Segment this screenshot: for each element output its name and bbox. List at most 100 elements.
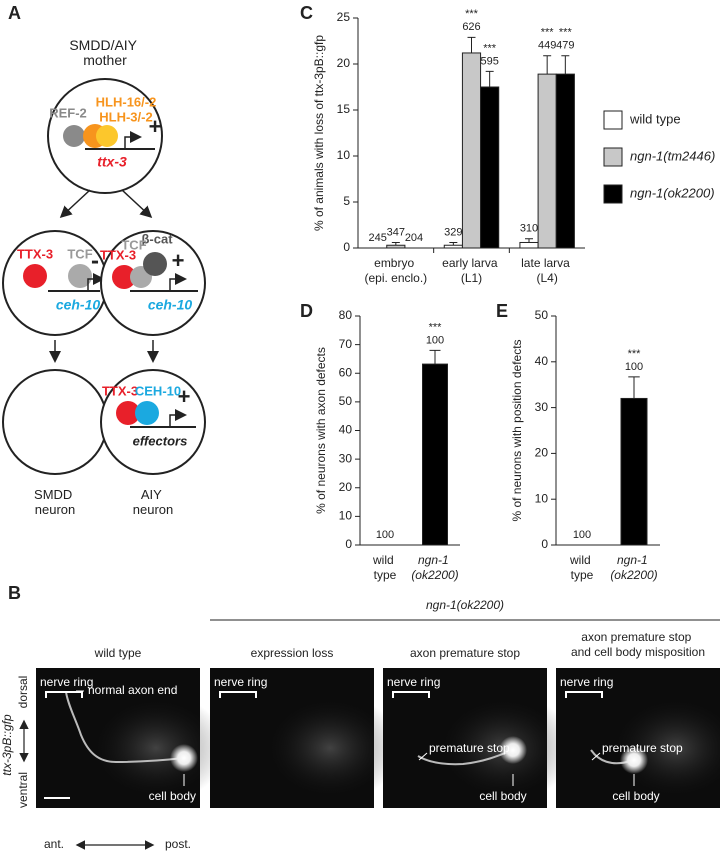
sign: + bbox=[178, 384, 191, 409]
y-axis-label: % of animals with loss of ttx-3pB::gfp bbox=[312, 35, 326, 231]
error-bar bbox=[391, 241, 400, 246]
x-tick-label: ngn-1 (ok2200) bbox=[411, 553, 458, 582]
y-tick-label: 25 bbox=[337, 10, 351, 24]
annotation: premature stop bbox=[602, 741, 683, 755]
axon bbox=[417, 749, 514, 766]
gene-label: ceh-10 bbox=[56, 297, 101, 313]
n-label: 347 bbox=[387, 226, 405, 238]
significance-label: *** bbox=[541, 27, 555, 39]
factor-circle bbox=[143, 252, 167, 276]
panel-label: A bbox=[8, 3, 21, 23]
x-tick-label: early larva (L1) bbox=[442, 256, 501, 285]
annotation: cell body bbox=[612, 789, 659, 803]
legend-swatch bbox=[603, 110, 623, 130]
y-tick-label: 20 bbox=[535, 446, 549, 460]
x-tick-label: ngn-1 (ok2200) bbox=[610, 553, 657, 582]
arrow bbox=[59, 189, 91, 219]
annotation: normal axon end bbox=[88, 683, 177, 697]
y-tick-label: 20 bbox=[337, 56, 351, 70]
axon bbox=[65, 691, 185, 764]
bar bbox=[443, 244, 463, 249]
n-label: 100 bbox=[376, 529, 394, 541]
error-bar bbox=[561, 55, 570, 75]
y-tick-label: 0 bbox=[343, 240, 350, 254]
n-label: 310 bbox=[520, 223, 538, 235]
y-tick-label: 70 bbox=[339, 337, 353, 351]
y-tick-label: 10 bbox=[339, 509, 353, 523]
annotation: premature stop bbox=[429, 741, 510, 755]
y-tick-label: 80 bbox=[339, 308, 353, 322]
promoter-arrow bbox=[87, 273, 105, 291]
factor-circle bbox=[135, 401, 159, 425]
pointer bbox=[418, 752, 428, 761]
gene-label: ceh-10 bbox=[148, 297, 193, 313]
n-label: 595 bbox=[480, 55, 498, 67]
n-label: 245 bbox=[368, 232, 386, 244]
micrograph bbox=[556, 668, 720, 808]
error-bar bbox=[543, 55, 552, 75]
image-title: axon premature stop and cell body mispos… bbox=[571, 630, 705, 659]
axis-label: post. bbox=[165, 837, 191, 851]
factor-circle bbox=[68, 264, 92, 288]
legend-swatch bbox=[603, 147, 623, 167]
panel-label: C bbox=[300, 3, 313, 23]
bar bbox=[519, 241, 539, 249]
axis-label: ant. bbox=[44, 837, 64, 851]
panel-label: B bbox=[8, 583, 21, 603]
bar bbox=[555, 73, 575, 249]
bracket bbox=[219, 691, 257, 698]
factor-label: TTX-3 bbox=[100, 247, 136, 262]
factor-circle bbox=[112, 265, 136, 289]
promoter-arrow bbox=[169, 273, 187, 291]
error-bar bbox=[525, 238, 534, 243]
cell-body bbox=[620, 746, 648, 774]
n-label: 479 bbox=[556, 40, 574, 52]
panel-label: E bbox=[496, 301, 508, 321]
cell-body bbox=[170, 744, 198, 772]
image-title: axon premature stop bbox=[410, 646, 520, 660]
cell-body bbox=[499, 736, 527, 764]
sign: + bbox=[149, 114, 162, 139]
y-tick-label: 40 bbox=[339, 423, 353, 437]
error-bar bbox=[449, 241, 458, 246]
promoter-arrow bbox=[169, 409, 187, 427]
factor-label: REF-2 bbox=[49, 105, 87, 120]
significance-label: *** bbox=[628, 348, 642, 360]
error-bar bbox=[628, 376, 640, 399]
axis-label: ventral bbox=[16, 772, 30, 808]
arrow bbox=[121, 189, 153, 219]
factor-label: TCF bbox=[67, 246, 92, 261]
error-bar bbox=[485, 70, 494, 87]
sign: + bbox=[172, 248, 185, 273]
annotation: nerve ring bbox=[214, 675, 267, 689]
y-tick-label: 60 bbox=[339, 365, 353, 379]
n-label: 626 bbox=[462, 21, 480, 33]
significance-label: *** bbox=[429, 321, 443, 333]
cell bbox=[2, 369, 108, 475]
group-label: ngn-1(ok2200) bbox=[426, 598, 504, 612]
cell bbox=[100, 230, 206, 336]
significance-label: *** bbox=[483, 42, 497, 54]
factor-label: HLH-16/-2 bbox=[96, 94, 157, 109]
axis-label: dorsal bbox=[16, 676, 30, 709]
factor-label: HLH-3/-2 bbox=[99, 109, 152, 124]
bar bbox=[620, 397, 648, 546]
factor-circle bbox=[23, 264, 47, 288]
image-title: wild type bbox=[94, 646, 142, 660]
n-label: 100 bbox=[625, 361, 643, 373]
factor-circle bbox=[63, 125, 85, 147]
gene-label: ttx-3 bbox=[97, 154, 127, 170]
bracket bbox=[45, 691, 83, 698]
annotation: cell body bbox=[149, 789, 196, 803]
bracket bbox=[392, 691, 430, 698]
y-tick-label: 40 bbox=[535, 354, 549, 368]
bar bbox=[422, 363, 448, 546]
fate-label: SMDD neuron bbox=[34, 487, 76, 517]
legend-label: ngn-1(tm2446) bbox=[630, 148, 715, 163]
axis-label: ttx-3pB::gfp bbox=[0, 714, 14, 776]
y-tick-label: 0 bbox=[541, 537, 548, 551]
y-tick-label: 15 bbox=[337, 102, 351, 116]
factor-label: TTX-3 bbox=[102, 383, 138, 398]
y-tick-label: 10 bbox=[535, 491, 549, 505]
error-bar bbox=[429, 349, 441, 365]
